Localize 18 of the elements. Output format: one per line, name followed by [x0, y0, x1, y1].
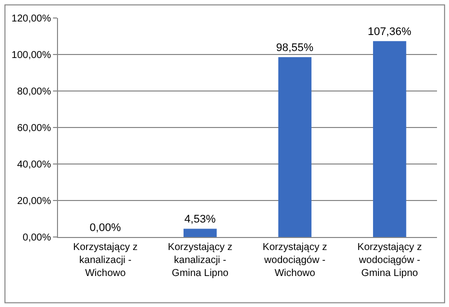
y-tick-label: 80,00%: [17, 86, 52, 98]
data-label: 107,36%: [368, 26, 412, 38]
bar: [184, 228, 217, 237]
bar: [278, 57, 312, 237]
x-tick-label: Korzystający z kanalizacji - Gmina Lipno: [168, 242, 232, 279]
data-label: 4,53%: [184, 214, 216, 226]
y-tick-label: 40,00%: [17, 160, 52, 170]
y-tick-label: 100,00%: [12, 50, 52, 61]
y-tick-label: 120,00%: [12, 14, 52, 24]
bar: [373, 41, 406, 237]
x-tick-label: Korzystający z wodociągów - Gmina Lipno: [357, 242, 422, 279]
y-tick-label: 60,00%: [17, 123, 52, 134]
y-tick-label: 20,00%: [17, 196, 52, 207]
data-label: 98,55%: [276, 42, 314, 54]
x-tick-label: Korzystający z kanalizacji - Wichowo: [73, 242, 138, 279]
y-tick-label: 0,00%: [22, 232, 52, 244]
x-tick-label: Korzystający z wodociągów - Wichowo: [262, 242, 328, 279]
data-label: 0,00%: [90, 222, 122, 234]
